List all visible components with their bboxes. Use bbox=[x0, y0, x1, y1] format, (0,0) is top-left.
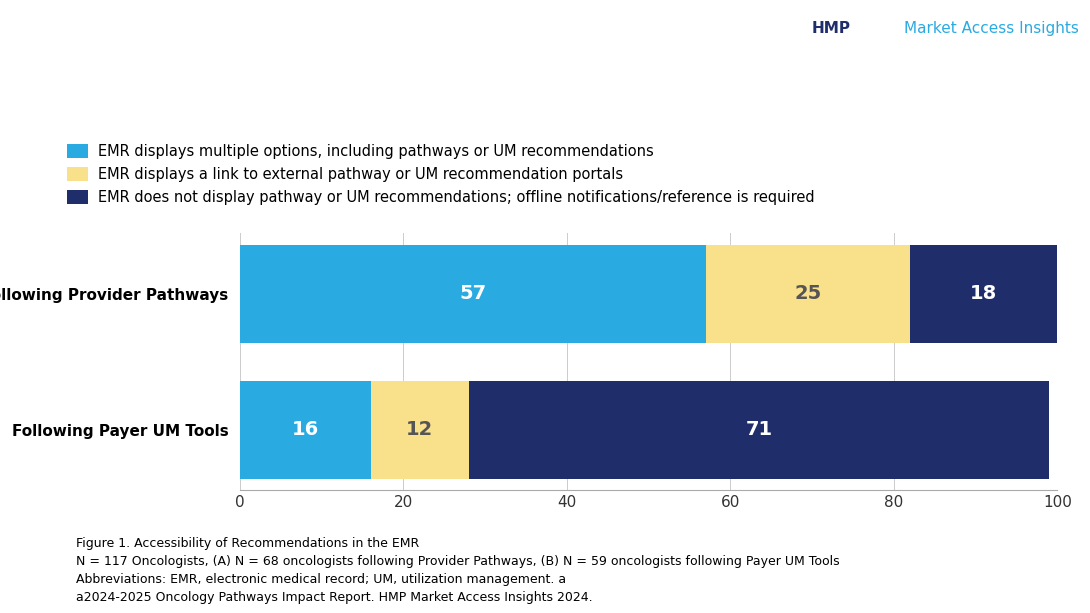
Text: 71: 71 bbox=[746, 420, 773, 439]
Bar bbox=[371, 381, 469, 479]
Bar bbox=[706, 245, 910, 343]
Text: HMP: HMP bbox=[812, 21, 851, 36]
Text: 57: 57 bbox=[459, 284, 486, 303]
Legend: EMR displays multiple options, including pathways or UM recommendations, EMR dis: EMR displays multiple options, including… bbox=[68, 144, 814, 205]
Text: 18: 18 bbox=[970, 284, 997, 303]
Text: 16: 16 bbox=[292, 420, 319, 439]
Bar bbox=[910, 245, 1057, 343]
Text: Market Access Insights: Market Access Insights bbox=[905, 21, 1079, 36]
Text: 12: 12 bbox=[407, 420, 434, 439]
Text: 25: 25 bbox=[795, 284, 822, 303]
Bar bbox=[240, 245, 706, 343]
Text: Figure 1. Accessibility of Recommendations in the EMR
N = 117 Oncologists, (A) N: Figure 1. Accessibility of Recommendatio… bbox=[76, 537, 840, 604]
Bar bbox=[240, 381, 371, 479]
Bar bbox=[469, 381, 1049, 479]
